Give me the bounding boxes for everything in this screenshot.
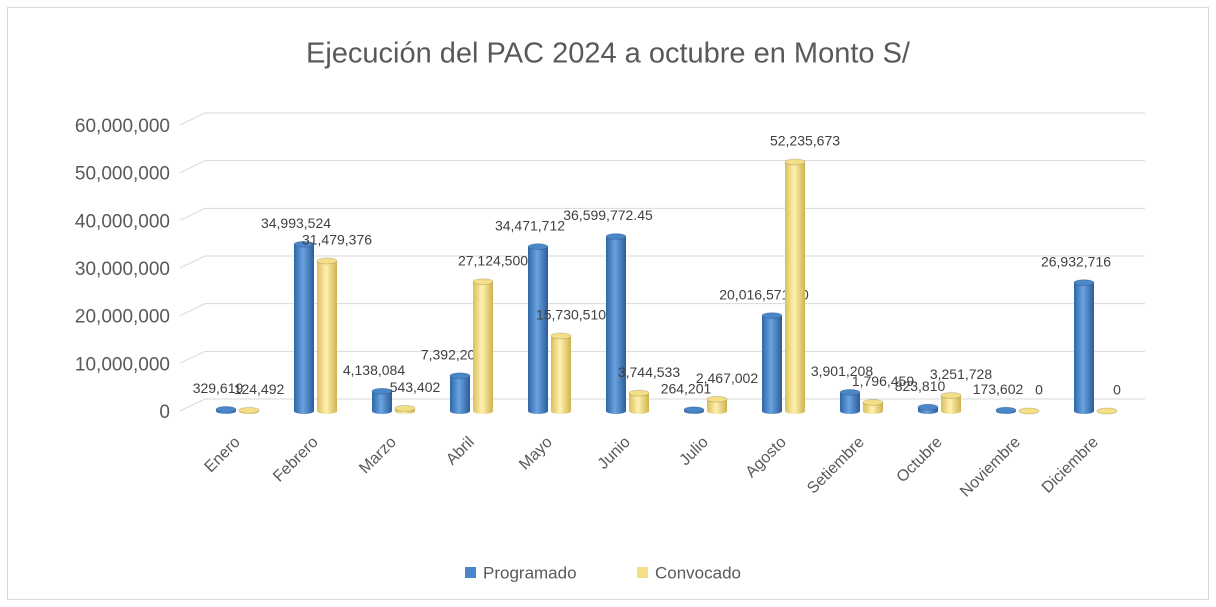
data-label: 7,392,208 [421, 346, 483, 362]
bar-base [528, 408, 548, 414]
bar-base [317, 408, 337, 414]
data-label: 26,932,716 [1041, 253, 1111, 269]
bar [317, 260, 337, 411]
y-tick-label: 50,000,000 [75, 164, 170, 185]
bar-top [371, 387, 393, 395]
bar [941, 395, 961, 411]
legend-swatch [465, 567, 476, 578]
bar [863, 402, 883, 411]
bar [606, 236, 626, 411]
data-label: 264,201 [661, 380, 712, 396]
bar-base [551, 408, 571, 414]
grid-line [179, 160, 1145, 174]
y-tick-label: 60,000,000 [75, 116, 170, 137]
data-label: 3,744,533 [618, 364, 680, 380]
legend-swatch [637, 567, 648, 578]
data-label: 52,235,673 [770, 133, 840, 149]
bar-base [785, 408, 805, 414]
bar [528, 246, 548, 411]
data-label: 173,602 [973, 381, 1024, 397]
bar [372, 391, 392, 411]
bar-top [784, 158, 806, 166]
data-label: 329,619 [193, 380, 244, 396]
y-tick-label: 40,000,000 [75, 211, 170, 232]
data-label: 2,467,002 [696, 370, 758, 386]
bar [785, 162, 805, 411]
y-tick-label: 10,000,000 [75, 354, 170, 375]
data-label: 4,138,084 [343, 362, 405, 378]
bar-top [215, 405, 237, 413]
data-label: 823,810 [895, 378, 946, 394]
bar-top [449, 372, 471, 380]
bar-top [706, 395, 728, 403]
bar [840, 392, 860, 411]
bar-top [316, 257, 338, 265]
bar-base [294, 408, 314, 414]
grid-line [179, 207, 1145, 221]
bar-base [606, 408, 626, 414]
data-label: 543,402 [390, 379, 441, 395]
bar [450, 375, 470, 411]
data-label: 36,599,772.45 [563, 207, 653, 223]
bar-top [1073, 279, 1095, 287]
y-tick-label: 0 [159, 402, 170, 423]
bar-top [527, 243, 549, 251]
bar-base [762, 408, 782, 414]
data-label: 0 [1035, 382, 1043, 398]
data-label: 15,730,510 [536, 307, 606, 323]
data-label: 34,993,524 [261, 215, 331, 231]
bar-top [628, 389, 650, 397]
grid-line [179, 398, 1145, 412]
bar-top [761, 312, 783, 320]
data-label: 3,251,728 [930, 366, 992, 382]
bar-base [372, 408, 392, 414]
bar-top [862, 398, 884, 406]
data-label: 1,796,459 [852, 373, 914, 389]
bar [294, 244, 314, 411]
grid-line [179, 255, 1145, 269]
bar-base [863, 408, 883, 414]
bar-top [917, 403, 939, 411]
legend-label: Programado [483, 563, 577, 582]
bar [473, 281, 493, 411]
bar-base [1074, 408, 1094, 414]
bar-top [1018, 407, 1040, 415]
grid-line [179, 112, 1145, 126]
bar-top [238, 406, 260, 414]
bar-top [940, 392, 962, 400]
bar-top [472, 278, 494, 286]
y-tick-label: 30,000,000 [75, 259, 170, 280]
bar-top [683, 406, 705, 414]
bar-top [550, 332, 572, 340]
data-label: 3,901,208 [811, 363, 873, 379]
bar [707, 399, 727, 411]
bar-base [840, 408, 860, 414]
bar-base [941, 408, 961, 414]
data-label: 34,471,712 [495, 217, 565, 233]
bar [551, 336, 571, 411]
bar-top [1096, 407, 1118, 415]
bar [629, 393, 649, 411]
grid-line [179, 350, 1145, 364]
bar-base [629, 408, 649, 414]
bar-top [394, 404, 416, 412]
bar-top [995, 406, 1017, 414]
bar-base [450, 408, 470, 414]
data-label: 0 [1113, 382, 1121, 398]
bar-base [707, 408, 727, 414]
grid-line [179, 303, 1145, 317]
chart-title: Ejecución del PAC 2024 a octubre en Mont… [306, 38, 911, 70]
y-tick-label: 20,000,000 [75, 307, 170, 328]
bar-top [293, 240, 315, 248]
bar-base [473, 408, 493, 414]
data-label: 124,492 [234, 381, 285, 397]
bar [1074, 282, 1094, 411]
bar-top [839, 388, 861, 396]
bar-top [605, 233, 627, 241]
data-label: 27,124,500 [458, 252, 528, 268]
data-label: 31,479,376 [302, 232, 372, 248]
bar [762, 315, 782, 411]
legend-label: Convocado [655, 563, 741, 582]
